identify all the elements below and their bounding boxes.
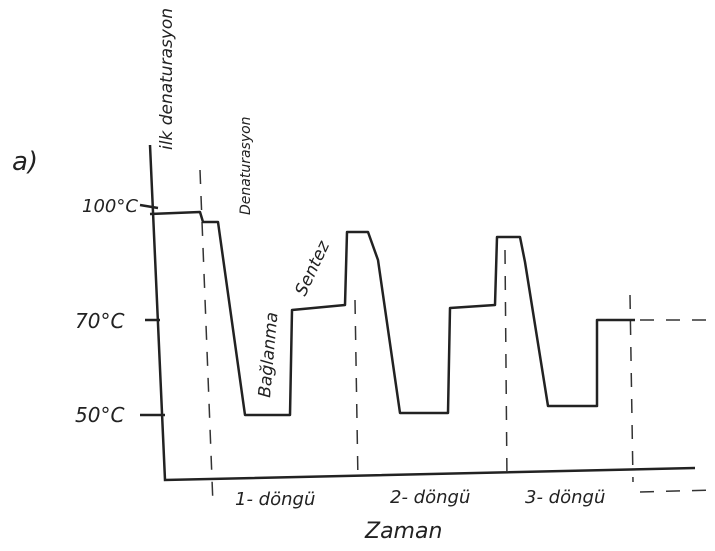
axis-continuation	[640, 490, 715, 492]
x-label: Zaman	[364, 519, 442, 544]
y-label: 100°C	[82, 196, 138, 217]
temperature-curve	[150, 212, 635, 415]
cycle-label: 3- döngü	[525, 487, 605, 508]
y-label: 50°C	[75, 403, 124, 427]
y-label: 70°C	[75, 309, 124, 333]
pcr-diagram: a) 100°C 70°C 50°C ilk denaturasyon Dena…	[0, 0, 715, 551]
step-label: Denaturasyon	[238, 116, 254, 215]
step-label: Sentez	[291, 237, 334, 299]
step-label: Bağlanma	[255, 311, 282, 398]
step-label: ilk denaturasyon	[157, 8, 177, 150]
cycle-label: 2- döngü	[390, 487, 470, 508]
cycle-label: 1- döngü	[235, 489, 315, 510]
panel-label: a)	[12, 147, 38, 177]
